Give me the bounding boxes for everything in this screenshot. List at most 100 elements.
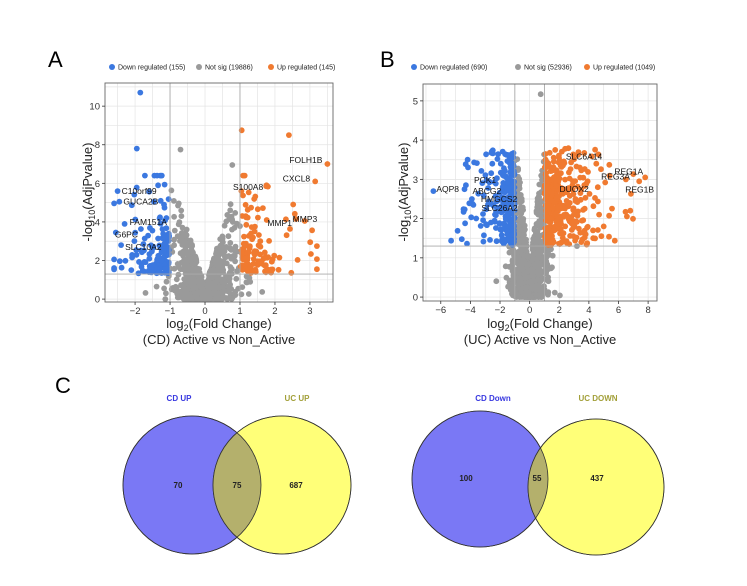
point-down (462, 220, 468, 227)
point-down (121, 221, 128, 227)
point-up (553, 177, 559, 184)
point-up (543, 192, 550, 198)
point-notsig (239, 284, 246, 290)
point-notsig (230, 253, 237, 259)
point-down (118, 242, 124, 249)
x-tick-label: 4 (586, 305, 591, 316)
point-up (574, 183, 581, 190)
point-down (500, 172, 507, 179)
point-notsig (168, 187, 175, 194)
point-down (132, 229, 139, 236)
point-up (572, 198, 579, 204)
point-down (493, 198, 500, 205)
point-up (602, 179, 609, 186)
point-up (543, 158, 550, 165)
point-up (556, 193, 562, 200)
point-down (496, 221, 503, 227)
point-notsig (232, 292, 239, 298)
point-down (146, 188, 153, 195)
point-down (460, 209, 467, 215)
x-tick-label: 2 (557, 305, 562, 316)
point-up (580, 174, 587, 181)
gene-label: C10orf99 (122, 186, 157, 196)
point-up (286, 132, 292, 139)
point-down (475, 190, 482, 197)
point-notsig (178, 289, 185, 296)
point-notsig (538, 198, 545, 205)
point-up (260, 205, 266, 212)
point-up (568, 220, 575, 227)
point-up (630, 171, 637, 178)
point-notsig (524, 284, 531, 290)
y-axis-title: -log10(AdjPvalue) (80, 143, 97, 242)
y-tick-label: 4 (413, 136, 418, 147)
point-notsig (527, 293, 534, 300)
point-up (566, 192, 573, 199)
point-notsig (174, 233, 181, 240)
point-up (584, 240, 591, 247)
point-notsig (549, 252, 556, 259)
point-up (250, 256, 257, 262)
point-up (564, 213, 571, 220)
point-down (137, 89, 144, 96)
point-up (584, 223, 591, 230)
point-down (499, 148, 506, 155)
venn-label-cd-up: CD UP (167, 394, 193, 403)
point-up (259, 260, 265, 267)
point-notsig (543, 253, 550, 260)
point-up (568, 159, 574, 166)
point-down (145, 232, 152, 239)
point-up (269, 256, 276, 263)
point-notsig (175, 221, 182, 228)
point-up (627, 207, 634, 214)
venn-count-uc-only: 437 (590, 474, 604, 483)
point-down (148, 242, 154, 249)
point-notsig (189, 256, 195, 262)
point-down (158, 172, 165, 179)
point-notsig (510, 274, 517, 281)
point-up (542, 151, 549, 157)
point-notsig (189, 294, 196, 301)
legend-swatch-down (411, 64, 417, 70)
point-up (250, 261, 257, 267)
point-up (571, 211, 577, 218)
point-up (252, 223, 258, 230)
point-up (242, 213, 249, 220)
point-notsig (506, 263, 513, 270)
point-down (493, 238, 500, 245)
point-down (511, 190, 517, 196)
point-up (256, 232, 262, 238)
point-notsig (204, 292, 211, 299)
point-down (462, 161, 469, 168)
point-down (502, 167, 508, 174)
point-down (487, 237, 493, 243)
point-down (140, 241, 147, 248)
point-notsig (549, 264, 555, 271)
point-notsig (225, 288, 231, 295)
point-up (251, 228, 258, 235)
point-up (261, 249, 268, 256)
point-up (252, 193, 259, 200)
point-notsig (510, 247, 517, 254)
point-notsig (515, 231, 522, 238)
point-notsig (197, 276, 204, 283)
point-notsig (153, 283, 160, 290)
point-down (165, 244, 171, 251)
point-up (590, 235, 597, 242)
point-down (147, 225, 153, 231)
point-up (241, 233, 247, 240)
point-up (563, 240, 570, 246)
point-down (129, 252, 136, 258)
point-up (606, 212, 612, 219)
point-notsig (541, 286, 547, 292)
gene-label: CXCL8 (283, 173, 311, 183)
venn-count-cd-only: 100 (459, 474, 473, 483)
point-notsig (173, 276, 180, 283)
point-down (494, 208, 500, 215)
point-notsig (515, 182, 522, 189)
point-up (550, 154, 557, 161)
point-down (116, 198, 123, 205)
point-notsig (519, 204, 526, 211)
point-down (155, 252, 162, 259)
point-up (263, 217, 270, 223)
